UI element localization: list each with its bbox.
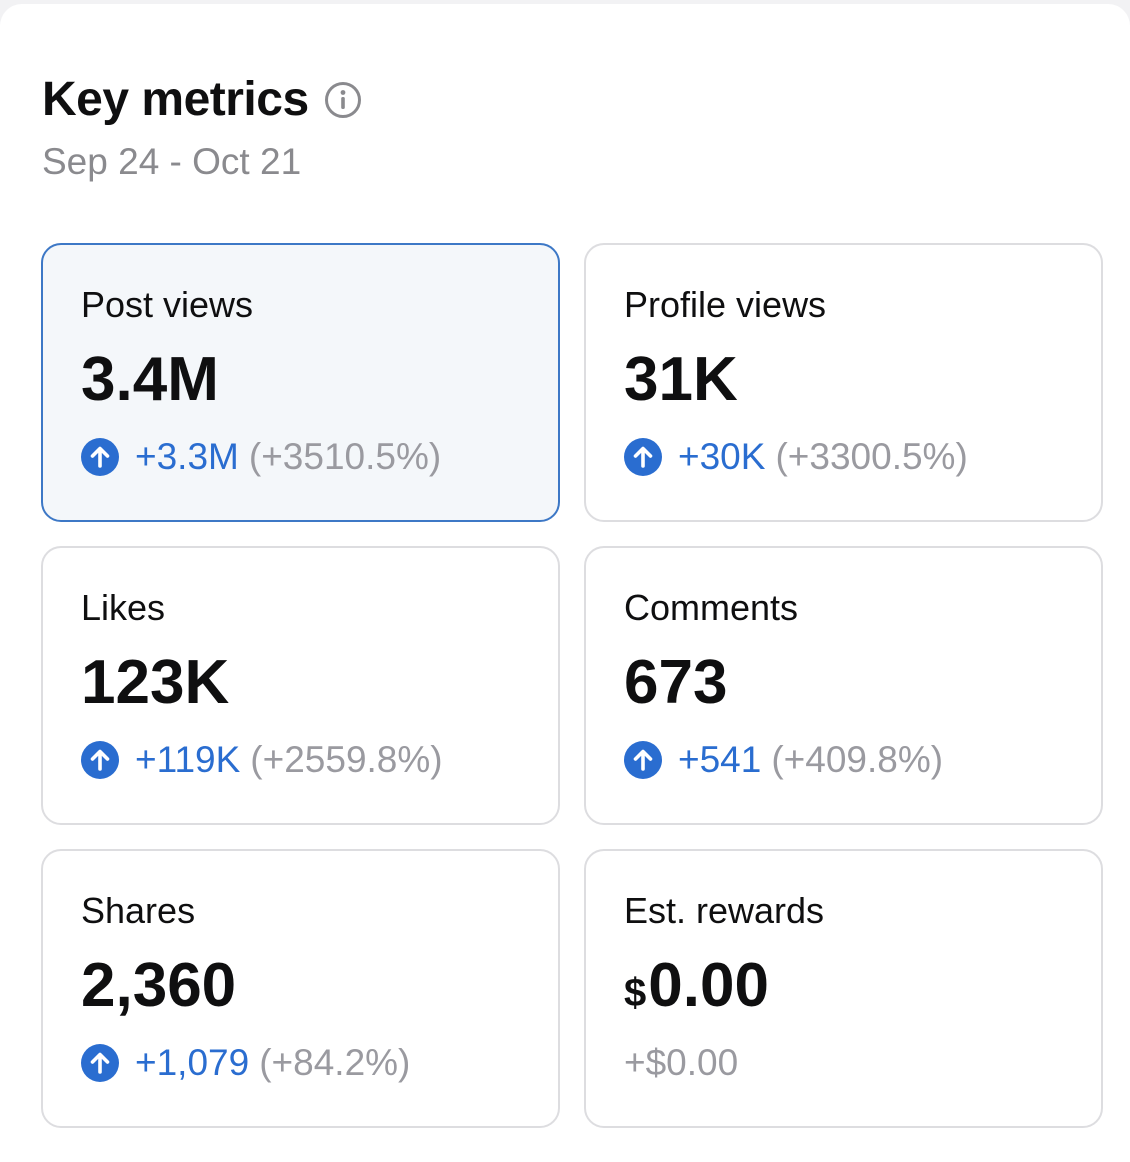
metric-value: 31K [624, 345, 1101, 415]
metric-delta: +30K [678, 436, 766, 477]
metric-card-profile-views[interactable]: Profile views 31K +30K (+3300.5%) [584, 243, 1103, 522]
arrow-up-circle-icon [81, 741, 119, 779]
metric-label: Comments [624, 587, 799, 628]
metric-delta-row: +119K (+2559.8%) [81, 738, 558, 782]
metric-value-text: 123K [81, 648, 230, 717]
currency-symbol: $ [624, 971, 647, 1015]
arrow-up-circle-icon [81, 1044, 119, 1082]
metric-delta-row: +1,079 (+84.2%) [81, 1041, 558, 1085]
metric-value: 3.4M [81, 345, 558, 415]
metric-delta-row: +541 (+409.8%) [624, 738, 1101, 782]
metric-value: 673 [624, 648, 1101, 718]
metric-value: 2,360 [81, 951, 558, 1021]
arrow-up-circle-icon [624, 438, 662, 476]
metric-card-comments[interactable]: Comments 673 +541 (+409.8%) [584, 546, 1103, 825]
key-metrics-panel: Key metrics Sep 24 - Oct 21 Post views 3… [0, 4, 1130, 1162]
metric-value-text: 2,360 [81, 951, 237, 1020]
metric-delta-percent: (+84.2%) [259, 1042, 411, 1083]
metric-label: Profile views [624, 284, 827, 325]
page-title: Key metrics [42, 73, 309, 126]
metric-delta: +1,079 [135, 1042, 250, 1083]
metric-delta: +$0.00 [624, 1042, 739, 1083]
metrics-grid: Post views 3.4M +3.3M (+3510.5%) Profile… [41, 243, 1103, 1128]
metric-card-shares[interactable]: Shares 2,360 +1,079 (+84.2%) [41, 849, 560, 1128]
metric-delta-percent: (+3510.5%) [248, 436, 442, 477]
arrow-up-circle-icon [81, 438, 119, 476]
title-row: Key metrics [42, 70, 363, 130]
info-icon[interactable] [323, 80, 363, 120]
header: Key metrics Sep 24 - Oct 21 [42, 70, 363, 184]
metric-delta-row: +30K (+3300.5%) [624, 435, 1101, 479]
metric-card-post-views[interactable]: Post views 3.4M +3.3M (+3510.5%) [41, 243, 560, 522]
metric-delta-percent: (+2559.8%) [250, 739, 443, 780]
arrow-up-circle-icon [624, 741, 662, 779]
metric-label: Likes [81, 587, 166, 628]
metric-card-est-rewards[interactable]: Est. rewards $0.00 +$0.00 [584, 849, 1103, 1128]
metric-delta: +541 [678, 739, 762, 780]
metric-value-text: 0.00 [648, 951, 769, 1020]
date-range: Sep 24 - Oct 21 [42, 141, 302, 182]
metric-delta-row: +3.3M (+3510.5%) [81, 435, 558, 479]
metric-label: Shares [81, 890, 196, 931]
metric-value-text: 673 [624, 648, 728, 717]
metric-delta-row: +$0.00 [624, 1041, 1101, 1085]
metric-label: Est. rewards [624, 890, 825, 931]
metric-card-likes[interactable]: Likes 123K +119K (+2559.8%) [41, 546, 560, 825]
metric-delta-percent: (+409.8%) [771, 739, 944, 780]
metric-value-text: 31K [624, 345, 738, 414]
metric-delta: +3.3M [135, 436, 239, 477]
metric-delta: +119K [135, 739, 241, 780]
metric-delta-percent: (+3300.5%) [775, 436, 968, 477]
metric-value: $0.00 [624, 951, 1101, 1021]
metric-value-text: 3.4M [81, 345, 219, 414]
metric-value: 123K [81, 648, 558, 718]
metric-label: Post views [81, 284, 254, 325]
